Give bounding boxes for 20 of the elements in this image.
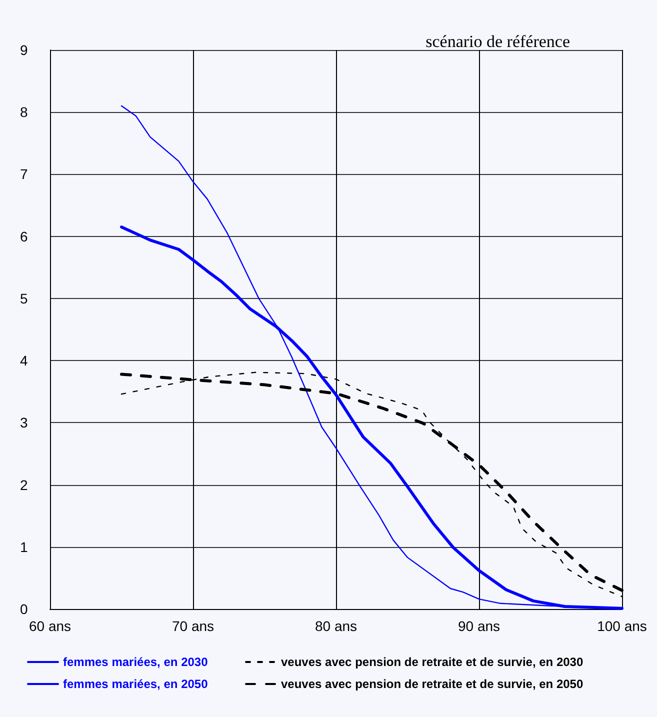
y-tick-label: 8 bbox=[20, 104, 28, 120]
x-tick-label: 90 ans bbox=[458, 618, 500, 634]
chart-title: scénario de référence bbox=[426, 32, 570, 51]
x-tick-label: 100 ans bbox=[597, 618, 647, 634]
legend-label: femmes mariées, en 2030 bbox=[63, 655, 208, 669]
legend-label: femmes mariées, en 2050 bbox=[63, 677, 208, 691]
y-tick-label: 0 bbox=[20, 601, 28, 617]
legend-label: veuves avec pension de retraite et de survie, en 2030 bbox=[281, 655, 584, 669]
legend-label: veuves avec pension de retraite et de survie, en 2050 bbox=[281, 677, 584, 691]
y-tick-label: 5 bbox=[20, 290, 28, 306]
y-tick-label: 6 bbox=[20, 228, 28, 244]
y-tick-label: 9 bbox=[20, 42, 28, 58]
y-tick-label: 4 bbox=[20, 352, 28, 369]
y-tick-label: 2 bbox=[20, 476, 28, 493]
x-tick-label: 70 ans bbox=[172, 618, 214, 634]
x-tick-label: 60 ans bbox=[28, 618, 72, 634]
x-tick-label: 80 ans bbox=[314, 618, 358, 634]
y-tick-label: 3 bbox=[20, 414, 28, 431]
y-tick-label: 7 bbox=[20, 166, 28, 182]
y-tick-label: 1 bbox=[20, 538, 28, 555]
